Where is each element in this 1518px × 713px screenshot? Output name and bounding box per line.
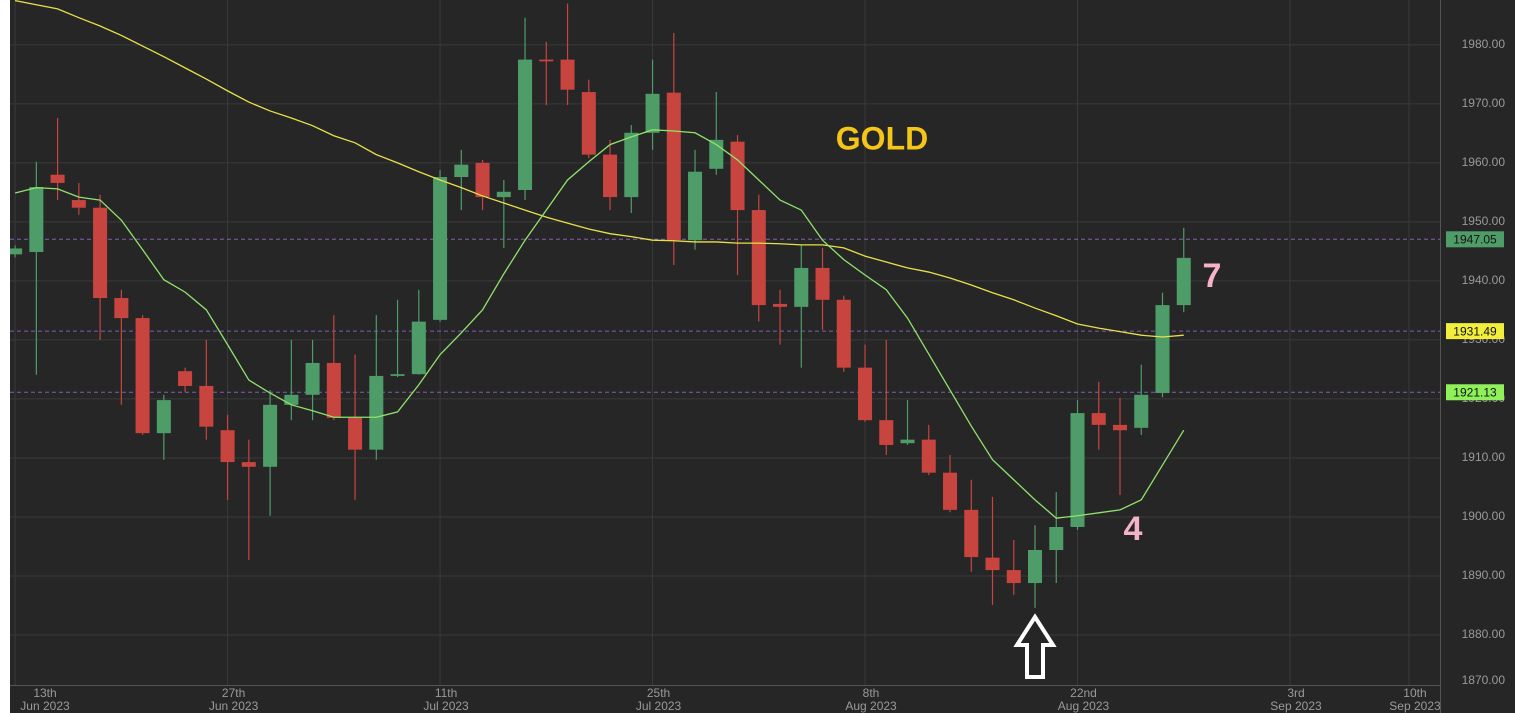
x-tick-month: Sep 2023: [1270, 699, 1322, 713]
candle-body: [964, 509, 979, 558]
candle-body: [326, 362, 341, 418]
y-tick-label: 1980.00: [1462, 37, 1506, 51]
candle-body: [454, 164, 469, 178]
background: [10, 0, 1515, 713]
candle-body: [624, 132, 639, 198]
candle-body: [241, 462, 256, 467]
candle-body: [518, 59, 533, 191]
candle-body: [305, 362, 320, 395]
candle-body: [178, 371, 193, 386]
grid: [10, 0, 1440, 685]
candle-body: [1091, 413, 1106, 425]
price-tag: [1446, 231, 1504, 248]
x-tick-label: 13th: [33, 686, 56, 700]
y-tick-label: 1870.00: [1462, 673, 1506, 687]
y-tick-label: 1960.00: [1462, 155, 1506, 169]
candle-body: [730, 141, 745, 211]
candle-body: [29, 187, 44, 252]
candle-body: [411, 321, 426, 375]
candle-body: [1134, 394, 1149, 428]
x-tick-label: 3rd: [1287, 686, 1304, 700]
x-tick-month: Jul 2023: [636, 699, 682, 713]
x-tick-label: 27th: [222, 686, 245, 700]
chart-title: GOLD: [836, 120, 928, 156]
x-tick-month: Aug 2023: [1058, 699, 1110, 713]
price-tag: [1446, 384, 1504, 401]
candle-body: [581, 92, 596, 155]
candle-body: [369, 375, 384, 450]
y-tick-label: 1940.00: [1462, 273, 1506, 287]
x-tick-month: Jun 2023: [20, 699, 70, 713]
candle-body: [1027, 550, 1043, 584]
y-tick-label: 1950.00: [1462, 214, 1506, 228]
x-tick-month: Aug 2023: [845, 699, 897, 713]
candle-body: [879, 420, 894, 445]
candle-body: [156, 400, 171, 434]
x-tick-label: 10th: [1403, 686, 1426, 700]
y-tick-label: 1880.00: [1462, 627, 1506, 641]
candle-body: [773, 303, 788, 307]
candle-body: [539, 59, 554, 62]
y-tick-label: 1970.00: [1462, 96, 1506, 110]
x-tick-label: 8th: [863, 686, 880, 700]
axes: 1870.001880.001890.001900.001910.001920.…: [20, 37, 1505, 713]
moving-average: [14, 129, 1185, 519]
candle-body: [1049, 526, 1064, 551]
plot-area: [10, 0, 1440, 608]
candle-body: [135, 318, 150, 434]
y-tick-label: 1890.00: [1462, 568, 1506, 582]
candle-body: [284, 394, 299, 405]
candle-body: [688, 171, 703, 241]
x-tick-label: 11th: [435, 686, 457, 700]
candle-body: [815, 267, 830, 300]
candle-body: [475, 162, 490, 198]
x-tick-month: Jun 2023: [209, 699, 259, 713]
candle-body: [560, 59, 575, 90]
candle-body: [390, 374, 405, 376]
candle-body: [900, 439, 915, 444]
candle-body: [433, 177, 448, 320]
candle-body: [985, 557, 1000, 571]
price-tag-label: 1947.05: [1453, 232, 1497, 246]
candle-body: [751, 210, 766, 306]
candle-body: [93, 207, 108, 299]
candle-body: [943, 472, 958, 510]
arrow: [1013, 613, 1057, 679]
candle-body: [496, 191, 511, 198]
candle-body: [1112, 424, 1128, 431]
candle-body: [645, 93, 660, 133]
candle-body: [348, 417, 363, 450]
candle-body: [794, 267, 809, 307]
x-tick-label: 25th: [647, 686, 670, 700]
candle-body: [1155, 305, 1170, 394]
candle-body: [114, 298, 129, 319]
candle-body: [220, 430, 235, 463]
candle-body: [1176, 257, 1191, 306]
candle-body: [1006, 570, 1021, 584]
candle-body: [71, 200, 86, 208]
candle-body: [836, 299, 851, 368]
y-tick-label: 1910.00: [1462, 450, 1506, 464]
y-tick-label: 1900.00: [1462, 509, 1506, 523]
x-tick-month: Sep 2023: [1389, 699, 1441, 713]
price-tag: [1446, 323, 1504, 340]
candle-body: [858, 367, 873, 421]
moving-average: [14, 0, 1184, 338]
x-tick-label: 22nd: [1070, 686, 1097, 700]
candle-body: [10, 248, 23, 255]
candle-body: [50, 174, 65, 183]
candle-body: [1070, 413, 1085, 527]
candle-body: [263, 404, 278, 467]
x-tick-month: Jul 2023: [423, 699, 469, 713]
candle-body: [199, 385, 214, 427]
candle-body: [921, 439, 936, 473]
candle-body: [666, 92, 681, 241]
candle-body: [603, 154, 618, 198]
price-tag-label: 1931.49: [1453, 324, 1497, 338]
price-tag-label: 1921.13: [1453, 385, 1497, 399]
wave-label: 7: [1203, 257, 1222, 295]
wave-label: 4: [1124, 510, 1143, 548]
